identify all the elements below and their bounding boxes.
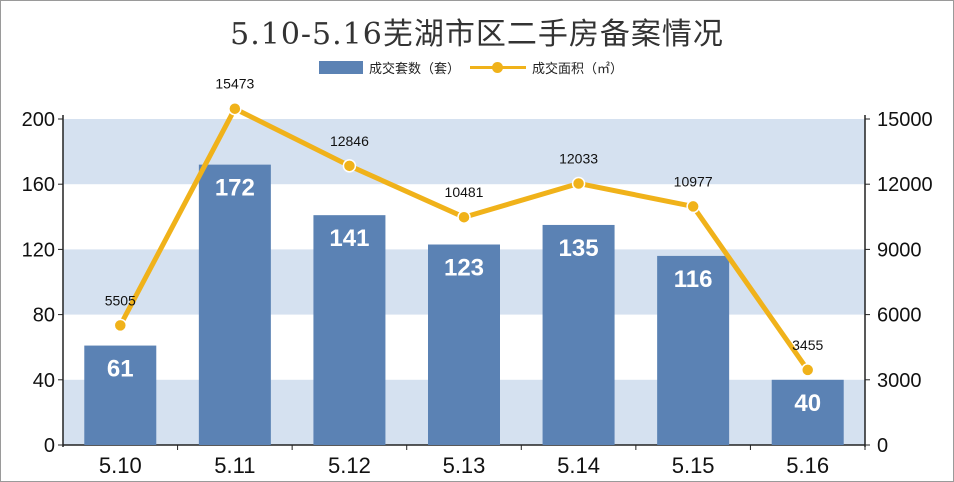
line-point bbox=[113, 318, 128, 333]
line-point bbox=[686, 199, 700, 214]
line-point bbox=[800, 363, 815, 377]
legend-line-label: 成交面积（㎡） bbox=[532, 61, 624, 77]
y-left-tick-label: 160 bbox=[22, 174, 55, 196]
bar-data-label: 135 bbox=[559, 235, 599, 262]
line-data-label: 10481 bbox=[445, 184, 484, 200]
line-data-label: 5505 bbox=[105, 292, 136, 308]
line-point bbox=[457, 210, 471, 224]
x-tick-label: 5.11 bbox=[214, 453, 255, 478]
y-right-tick-label: 9000 bbox=[877, 239, 922, 261]
y-left-tick-label: 40 bbox=[33, 370, 55, 392]
bar-data-label: 141 bbox=[329, 225, 369, 252]
line-data-label: 12033 bbox=[559, 150, 598, 166]
line-data-label: 10977 bbox=[674, 173, 713, 189]
bar-data-label: 116 bbox=[674, 266, 713, 293]
grid-band bbox=[63, 119, 865, 185]
bar bbox=[313, 215, 386, 445]
bar bbox=[771, 379, 844, 445]
x-tick-label: 5.16 bbox=[786, 453, 829, 478]
line-point bbox=[228, 101, 242, 116]
y-right-tick-label: 0 bbox=[877, 435, 888, 457]
y-right-tick-label: 3000 bbox=[877, 370, 922, 392]
line-data-label: 15473 bbox=[215, 76, 254, 92]
line-point bbox=[571, 176, 586, 191]
bar-data-label: 40 bbox=[794, 390, 821, 417]
y-right-tick-label: 12000 bbox=[877, 174, 933, 196]
chart-title: 5.10-5.16芜湖市区二手房备案情况 bbox=[230, 17, 724, 52]
bar bbox=[657, 255, 730, 445]
x-tick-label: 5.12 bbox=[328, 453, 371, 478]
line-point bbox=[342, 159, 357, 173]
x-tick-label: 5.13 bbox=[443, 453, 486, 478]
bar bbox=[428, 244, 500, 445]
legend: 成交套数（套） 成交面积（㎡） bbox=[319, 57, 623, 77]
x-tick-label: 5.15 bbox=[672, 453, 715, 478]
bar-data-label: 123 bbox=[444, 255, 484, 282]
bar bbox=[84, 345, 157, 445]
y-left-tick-label: 0 bbox=[44, 435, 55, 457]
line-data-label: 12846 bbox=[330, 133, 369, 149]
x-tick-label: 5.10 bbox=[99, 453, 142, 478]
legend-bar-label: 成交套数（套） bbox=[369, 61, 461, 77]
bar bbox=[542, 224, 615, 445]
line-data-label: 3455 bbox=[792, 337, 823, 353]
legend-bar-swatch bbox=[319, 60, 363, 74]
legend-item-line: 成交面积（㎡） bbox=[470, 58, 623, 77]
bar-data-label: 61 bbox=[107, 356, 134, 383]
bar-data-label: 172 bbox=[215, 175, 255, 202]
y-left-tick-label: 120 bbox=[22, 239, 55, 261]
x-tick-label: 5.14 bbox=[557, 453, 600, 478]
y-left-tick-label: 80 bbox=[33, 305, 55, 327]
bar bbox=[198, 164, 271, 445]
y-left-tick-label: 200 bbox=[22, 109, 55, 131]
legend-item-bar: 成交套数（套） bbox=[319, 58, 460, 77]
legend-line-swatch bbox=[470, 60, 527, 74]
y-right-tick-label: 6000 bbox=[877, 305, 922, 327]
y-right-tick-label: 15000 bbox=[877, 109, 933, 131]
